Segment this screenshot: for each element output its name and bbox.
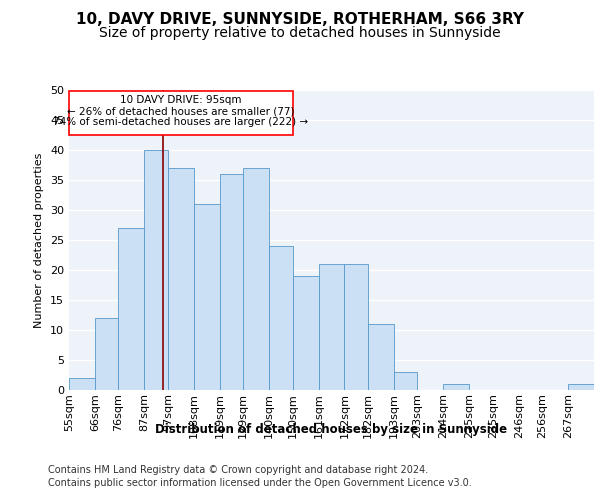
Bar (220, 174, 243, 390)
Bar (168, 168, 194, 390)
Bar (443, 384, 469, 390)
Bar (243, 168, 269, 390)
Bar (568, 384, 594, 390)
Y-axis label: Number of detached properties: Number of detached properties (34, 152, 44, 328)
Bar (368, 324, 394, 390)
Text: Contains HM Land Registry data © Crown copyright and database right 2024.: Contains HM Land Registry data © Crown c… (48, 465, 428, 475)
Text: Distribution of detached houses by size in Sunnyside: Distribution of detached houses by size … (155, 422, 508, 436)
Text: 74% of semi-detached houses are larger (222) →: 74% of semi-detached houses are larger (… (53, 117, 308, 127)
Bar (344, 264, 368, 390)
Bar (69, 91, 293, 135)
Text: 10 DAVY DRIVE: 95sqm: 10 DAVY DRIVE: 95sqm (120, 96, 242, 106)
Bar (269, 246, 293, 390)
Text: Size of property relative to detached houses in Sunnyside: Size of property relative to detached ho… (99, 26, 501, 40)
Bar (293, 276, 319, 390)
Bar (145, 150, 168, 390)
Bar (118, 228, 145, 390)
Bar (95, 318, 118, 390)
Bar (394, 372, 418, 390)
Bar (194, 204, 220, 390)
Text: 10, DAVY DRIVE, SUNNYSIDE, ROTHERHAM, S66 3RY: 10, DAVY DRIVE, SUNNYSIDE, ROTHERHAM, S6… (76, 12, 524, 28)
Text: Contains public sector information licensed under the Open Government Licence v3: Contains public sector information licen… (48, 478, 472, 488)
Bar (69, 378, 95, 390)
Text: ← 26% of detached houses are smaller (77): ← 26% of detached houses are smaller (77… (67, 106, 295, 116)
Bar (319, 264, 344, 390)
